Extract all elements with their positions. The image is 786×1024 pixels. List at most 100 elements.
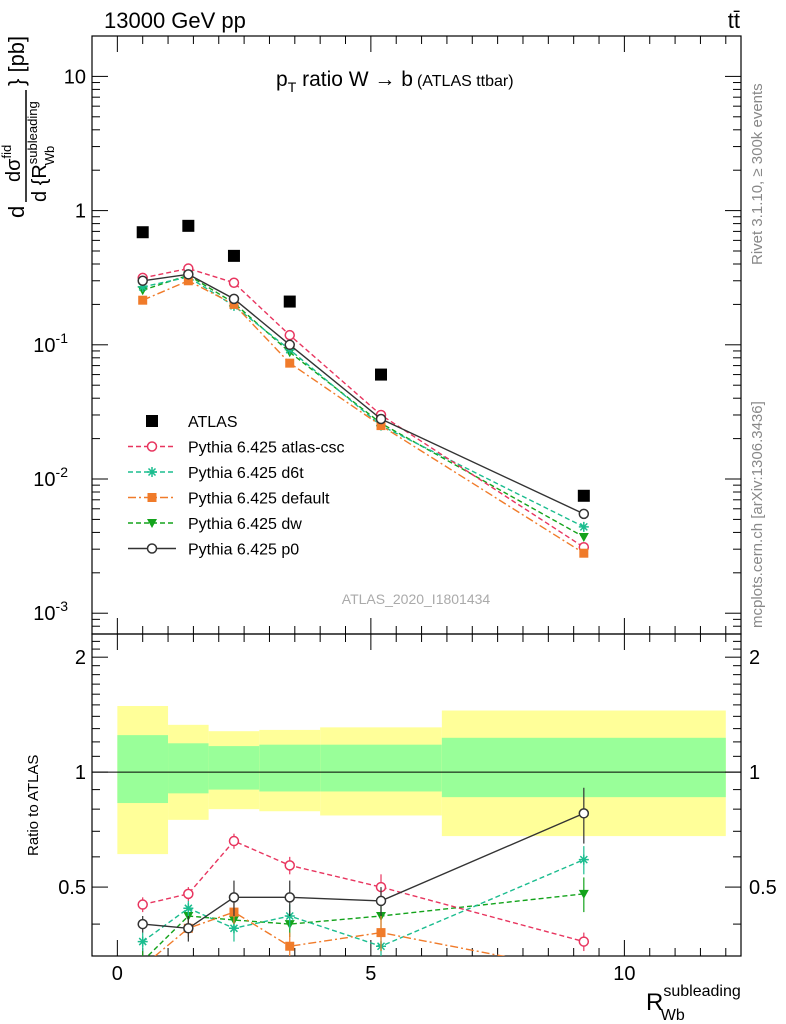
ratio-series-layer [137,787,590,976]
xtick-label: 10 [613,963,635,985]
xlabel-main: R [646,989,663,1016]
legend-entry: Pythia 6.425 atlas-csc [128,440,345,457]
main-ytick-label: 10 [64,66,86,88]
green-band-bin [441,737,726,798]
energy-label: 13000 GeV pp [104,8,246,33]
ratio-point-pythia-6-425-default [376,928,386,938]
ratio-point-pythia-6-425-d6t [228,923,239,934]
ratio-line-pythia-6-425-d6t [142,858,585,947]
plot-title: pT ratio W → b (ATLAS ttbar) [276,68,514,95]
ylabel-den-sub: Wb [42,146,57,166]
point-pythia-6-425-default [229,299,239,309]
series-line-pythia-6-425-d6t [142,276,585,528]
ratio-line-pythia-6-425-p0 [142,812,585,930]
ratio-ytick-label-right: 2 [749,647,760,669]
ratio-ytick-label-right: 1 [749,762,760,784]
point-atlas [283,295,296,308]
ratio-ytick-label-right: 0.5 [749,877,777,899]
point-pythia-6-425-d6t [578,521,589,532]
ytick-base: 10 [33,603,55,625]
ratio-plot-panel: 0 5 10 0.5 0.5 1 1 2 2 [58,36,777,985]
point-pythia-6-425-default [138,295,148,305]
legend-label: Pythia 6.425 p0 [188,542,299,559]
ratio-point-pythia-6-425-default [285,941,295,951]
ratio-point-pythia-6-425-p0 [183,923,194,934]
main-ytick-label: 10-3 [33,598,68,625]
green-band-bin [320,744,442,792]
ratio-point-pythia-6-425-d6t [137,936,148,947]
legend-entry: Pythia 6.425 dw [128,516,302,533]
point-atlas [182,219,195,232]
legend-label: Pythia 6.425 d6t [188,465,304,482]
point-pythia-6-425-default [183,276,193,286]
xtick-label: 5 [365,963,376,985]
ytick-base: 10 [33,335,55,357]
legend-marker [147,519,157,528]
ylabel-den: d {R [29,164,51,202]
ratio-point-pythia-6-425-p0 [375,895,387,907]
xlabel-sub: Wb [661,1007,685,1024]
ytick-exp: -1 [56,330,69,346]
series-line-pythia-6-425-default [142,280,585,554]
ratio-point-pythia-6-425-p0 [228,892,240,903]
main-ylabel: d dσfid d {Rsubleading Wb } [pb] [0,36,57,218]
point-pythia-6-425-p0 [284,339,295,351]
legend-marker [147,493,157,502]
legend-marker [146,415,158,427]
point-atlas [136,226,149,239]
point-atlas [577,489,590,502]
point-pythia-6-425-p0 [183,269,194,280]
ylabel-numerator: dσfid [0,145,25,182]
xlabel-sup: subleading [663,983,740,1000]
legend-entry: Pythia 6.425 default [128,491,330,508]
analysis-watermark: ATLAS_2020_I1801434 [342,591,491,607]
legend-marker [147,467,157,477]
green-band-bin [259,744,321,792]
legend-entry: ATLAS [146,414,238,431]
ratio-ytick-label: 2 [75,647,86,669]
legend-entry: Pythia 6.425 d6t [128,465,304,482]
ratio-point-pythia-6-425-atlas-csc [284,860,295,871]
plot-title-rest: ratio W → b [296,68,413,91]
green-band-bin [208,746,260,790]
point-pythia-6-425-p0 [137,275,148,287]
ratio-point-pythia-6-425-dw [578,889,589,899]
ytick-exp: -3 [56,598,69,614]
legend-marker [146,543,158,554]
ratio-point-pythia-6-425-atlas-csc [578,936,590,947]
ratio-point-pythia-6-425-dw [138,957,148,966]
xlabel: Rsubleading Wb [646,983,741,1024]
point-pythia-6-425-p0 [228,293,240,305]
ratio-line-pythia-6-425-default [154,911,506,956]
ratio-point-pythia-6-425-atlas-csc [137,899,148,910]
ratio-ytick-label: 1 [75,762,86,784]
ratio-point-pythia-6-425-default [579,967,588,976]
ratio-point-pythia-6-425-default [138,962,147,971]
series-line-pythia-6-425-atlas-csc [142,267,585,548]
point-pythia-6-425-p0 [578,508,590,520]
ratio-point-pythia-6-425-d6t [183,903,194,914]
ratio-line-pythia-6-425-atlas-csc [142,840,585,943]
ratio-point-pythia-6-425-p0 [284,892,295,903]
main-ytick-label: 10-2 [33,464,68,491]
xtick-label: 0 [112,963,123,985]
point-pythia-6-425-default [376,421,386,431]
ylabel-denominator: d {Rsubleading Wb [25,101,57,202]
point-pythia-6-425-p0 [375,413,387,425]
point-atlas [375,368,388,381]
series-line-pythia-6-425-p0 [142,273,585,515]
point-pythia-6-425-atlas-csc [228,277,240,289]
mcplots-label: mcplots.cern.ch [arXiv:1306.3436] [749,401,766,628]
point-pythia-6-425-dw [578,532,589,542]
ylabel-num: dσ [3,158,25,182]
ratio-bands [117,705,726,855]
point-atlas [227,249,240,262]
ratio-point-pythia-6-425-p0 [578,808,590,819]
ratio-ylabel: Ratio to ATLAS [25,755,42,856]
legend-label: Pythia 6.425 atlas-csc [188,440,345,457]
legend: ATLAS Pythia 6.425 atlas-csc Pythia 6.425 … [128,414,345,559]
ylabel-den-sup: subleading [25,101,40,164]
plot-title-small: (ATLAS ttbar) [417,73,514,90]
rivet-version-label: Rivet 3.1.10, ≥ 300k events [749,83,766,265]
